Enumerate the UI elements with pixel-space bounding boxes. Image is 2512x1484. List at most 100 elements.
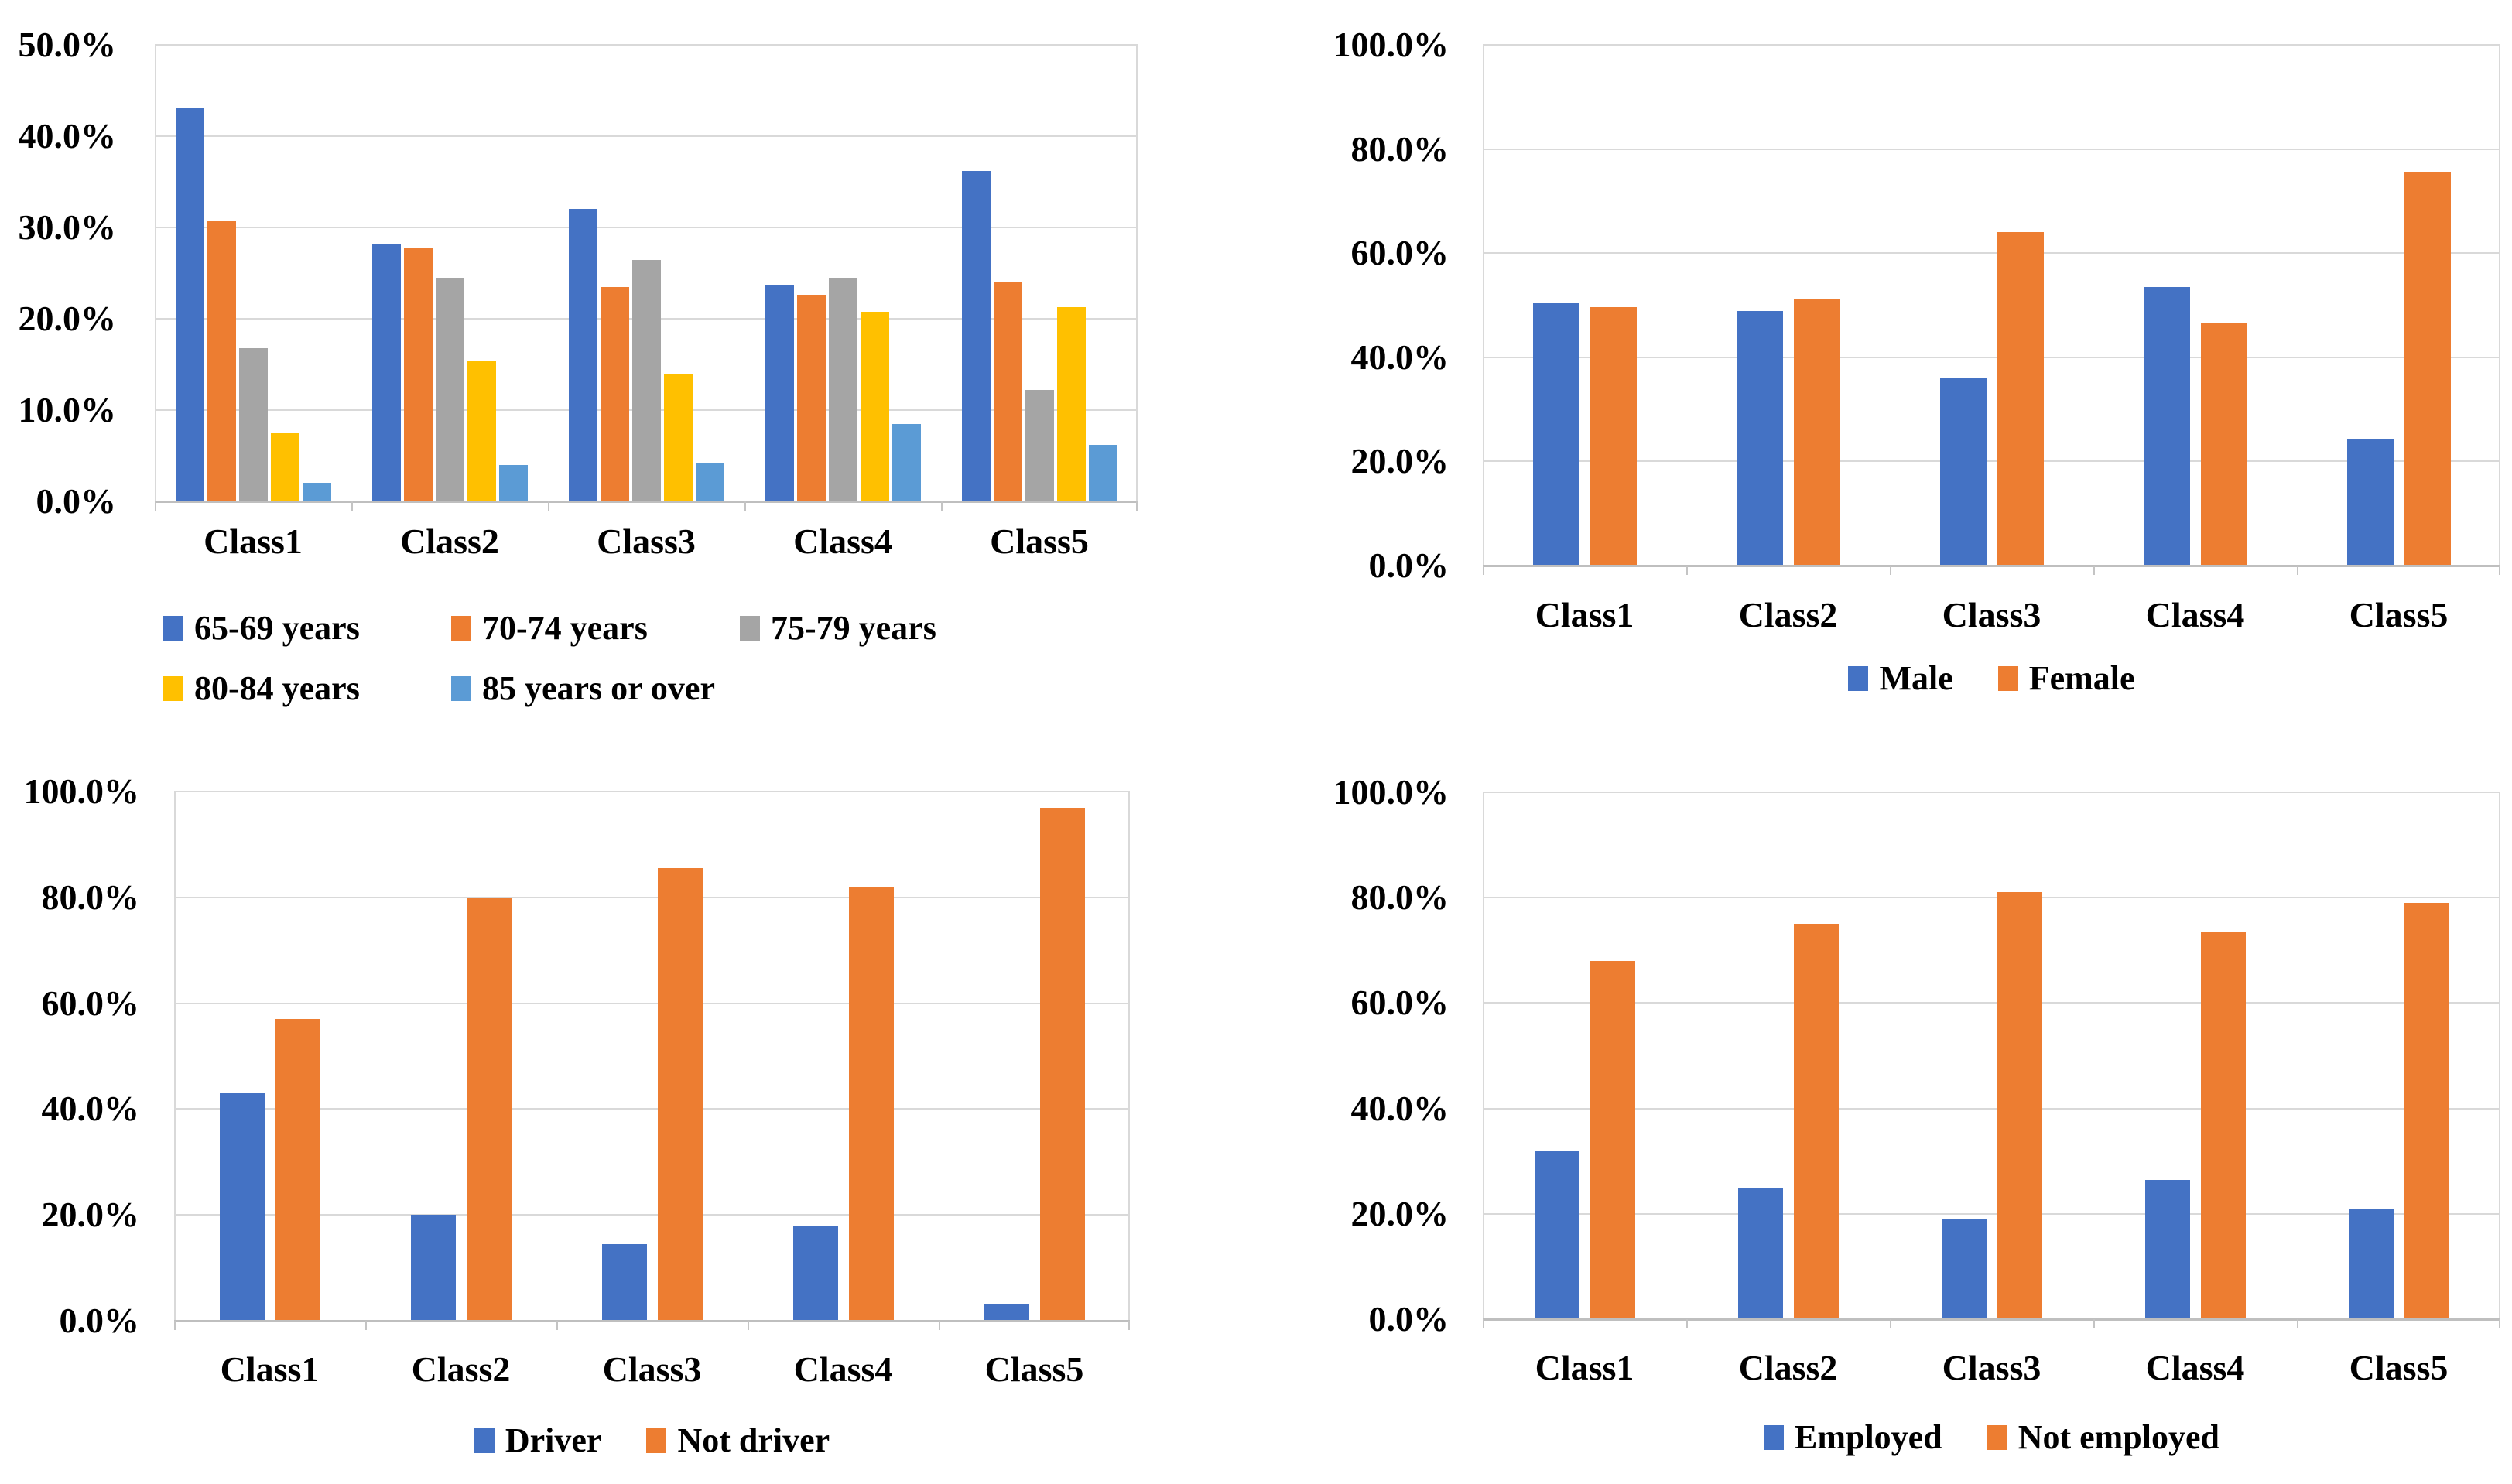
- x-category-label: Class2: [411, 1349, 511, 1389]
- bar: [860, 312, 889, 501]
- bar: [1590, 961, 1635, 1319]
- bar: [2404, 172, 2451, 566]
- gridline: [1483, 1108, 2500, 1110]
- legend-swatch: [740, 616, 760, 641]
- axis-tick: [1128, 1321, 1130, 1330]
- bar-group-class3: [1890, 45, 2093, 566]
- x-category-label: Class2: [400, 521, 499, 561]
- y-tick-label: 40.0%: [1350, 1089, 1449, 1128]
- y-tick-label: 20.0%: [41, 1195, 140, 1234]
- bar-group-class5: [941, 45, 1138, 501]
- legend-swatch: [646, 1428, 667, 1453]
- axis-tick: [2297, 1319, 2298, 1328]
- legend-label: 65-69 years: [194, 609, 360, 647]
- y-tick-label: 100.0%: [1333, 25, 1449, 64]
- x-category-label: Class1: [1535, 595, 1634, 634]
- legend: 70-74 years: [451, 608, 648, 648]
- y-tick-label: 60.0%: [41, 983, 140, 1023]
- legend-label: Male: [1879, 659, 1953, 697]
- bar: [601, 1244, 647, 1321]
- bar: [1737, 1188, 1783, 1319]
- x-category-label: Class5: [2349, 1348, 2449, 1387]
- bar: [2348, 1209, 2394, 1319]
- gridline: [1483, 44, 2500, 46]
- y-tick-label: 100.0%: [23, 771, 140, 811]
- x-category-label: Class4: [2145, 1348, 2245, 1387]
- y-tick-label: 50.0%: [18, 25, 117, 64]
- bar-group-class2: [1686, 792, 1890, 1319]
- bar-group-class4: [2093, 45, 2297, 566]
- axis-tick: [174, 1321, 176, 1330]
- plot-left-border: [174, 792, 176, 1321]
- bar: [892, 424, 921, 501]
- legend-label: Employed: [1794, 1418, 1942, 1456]
- legend-item: 70-74 years: [451, 608, 648, 648]
- x-category-label: Class3: [1942, 595, 2041, 634]
- bar: [1939, 378, 1987, 566]
- plot-right-border: [2499, 792, 2500, 1319]
- axis-tick: [2297, 566, 2298, 575]
- legend-item: Not employed: [1987, 1417, 2219, 1458]
- bar: [219, 1093, 265, 1321]
- axis-tick: [1686, 566, 1688, 575]
- bar: [1590, 307, 1637, 566]
- x-axis-line: [155, 501, 1138, 503]
- bar: [568, 209, 597, 501]
- plot-left-border: [1483, 792, 1484, 1319]
- bar: [984, 1304, 1029, 1321]
- bar: [600, 287, 629, 501]
- legend-label: Driver: [505, 1421, 602, 1459]
- bar: [371, 244, 401, 501]
- legend: 85 years or over: [451, 668, 715, 709]
- legend-item: 85 years or over: [451, 668, 715, 709]
- bar: [2404, 903, 2449, 1319]
- bar-group-class3: [556, 792, 748, 1321]
- x-category-label: Class4: [793, 521, 892, 561]
- legend: 75-79 years: [740, 608, 936, 648]
- bar: [2144, 1180, 2190, 1319]
- x-axis-line: [174, 1320, 1130, 1322]
- legend-item: Female: [1997, 658, 2135, 699]
- bar: [2143, 287, 2190, 566]
- bar-group-class5: [2297, 45, 2500, 566]
- legend-item: 65-69 years: [163, 608, 360, 648]
- bar-group-class1: [174, 792, 365, 1321]
- x-category-label: Class3: [597, 521, 696, 561]
- axis-tick: [2499, 566, 2500, 575]
- x-category-label: Class4: [793, 1349, 893, 1389]
- y-tick-label: 40.0%: [18, 116, 117, 156]
- bar: [1056, 307, 1086, 501]
- axis-tick: [1890, 566, 1891, 575]
- bar: [1025, 390, 1054, 501]
- y-tick-label: 100.0%: [1333, 772, 1449, 812]
- bar: [993, 282, 1022, 501]
- bar: [631, 260, 661, 501]
- axis-tick: [1890, 1319, 1891, 1328]
- bar-group-class2: [351, 45, 548, 501]
- y-tick-label: 20.0%: [1350, 441, 1449, 480]
- bar: [1039, 808, 1085, 1321]
- bar: [663, 374, 693, 501]
- bar-group-class3: [548, 45, 744, 501]
- bar-group-class5: [2297, 792, 2500, 1319]
- legend-label: 80-84 years: [194, 669, 360, 707]
- bar: [848, 887, 894, 1321]
- bar: [1997, 892, 2042, 1319]
- bar: [2346, 439, 2394, 566]
- bar: [792, 1226, 838, 1321]
- x-category-label: Class5: [984, 1349, 1084, 1389]
- legend: Male Female: [1483, 658, 2500, 699]
- bar: [2200, 323, 2247, 566]
- axis-tick: [155, 501, 156, 511]
- axis-tick: [1483, 1319, 1484, 1328]
- bar: [1532, 303, 1579, 566]
- legend-label: 75-79 years: [771, 609, 936, 647]
- legend-item: 75-79 years: [740, 608, 936, 648]
- plot-left-border: [155, 45, 156, 501]
- legend-label: Not employed: [2017, 1418, 2219, 1456]
- plot-right-border: [1128, 792, 1130, 1321]
- axis-tick: [351, 501, 353, 511]
- legend-item: 80-84 years: [163, 668, 360, 709]
- gridline: [174, 1003, 1130, 1004]
